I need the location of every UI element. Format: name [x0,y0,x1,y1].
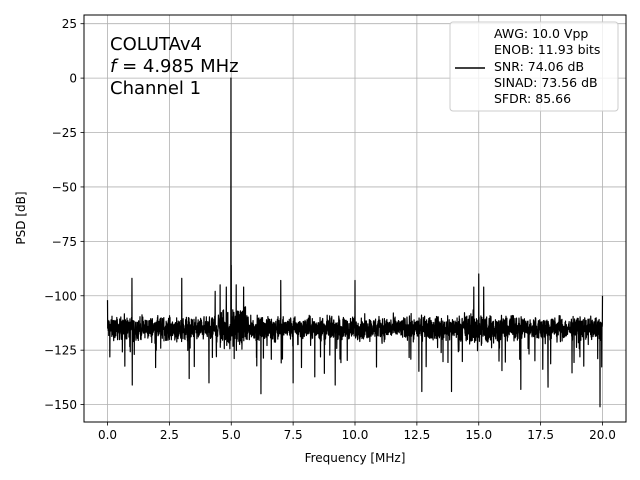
x-tick-label: 2.5 [160,428,179,442]
legend-entry-sinad: SINAD: 73.56 dB [494,75,598,90]
legend-entry-sfdr: SFDR: 85.66 [494,91,571,106]
x-tick-label: 7.5 [284,428,303,442]
x-ticks: 0.0 2.5 5.0 7.5 10.0 12.5 15.0 17.5 20.0 [98,422,616,442]
legend-entry-awg: AWG: 10.0 Vpp [494,26,588,41]
legend-box [449,21,619,112]
x-tick-label: 5.0 [222,428,241,442]
y-tick-label: 25 [62,17,77,31]
y-tick-label: 0 [69,72,77,86]
legend: AWG: 10.0 Vpp ENOB: 11.93 bits SNR: 74.0… [449,21,619,112]
x-axis-label: Frequency [MHz] [305,451,406,465]
x-tick-label: 15.0 [465,428,492,442]
legend-entry-enob: ENOB: 11.93 bits [494,42,600,57]
y-tick-label: −25 [52,126,77,140]
annotation: COLUTAv4 f = 4.985 MHz Channel 1 [110,34,239,99]
annotation-channel: Channel 1 [110,78,201,99]
annotation-device: COLUTAv4 [110,34,202,55]
y-axis-label: PSD [dB] [14,191,28,244]
legend-entry-snr: SNR: 74.06 dB [494,59,584,74]
y-tick-label: −150 [44,398,77,412]
annotation-frequency: f = 4.985 MHz [110,56,239,77]
x-tick-label: 17.5 [527,428,554,442]
y-tick-label: −100 [44,289,77,303]
x-tick-label: 10.0 [342,428,369,442]
x-tick-label: 20.0 [589,428,616,442]
psd-trace-line [106,77,604,408]
y-ticks: 25 0 −25 −50 −75 −100 −125 −150 [44,17,84,412]
psd-trace-group [106,77,604,408]
y-tick-label: −50 [52,180,77,194]
x-tick-label: 0.0 [98,428,117,442]
annotation-frequency-var: f [110,56,119,77]
annotation-frequency-value: = 4.985 MHz [116,56,238,77]
y-tick-label: −125 [44,344,77,358]
x-tick-label: 12.5 [404,428,431,442]
y-tick-label: −75 [52,235,77,249]
